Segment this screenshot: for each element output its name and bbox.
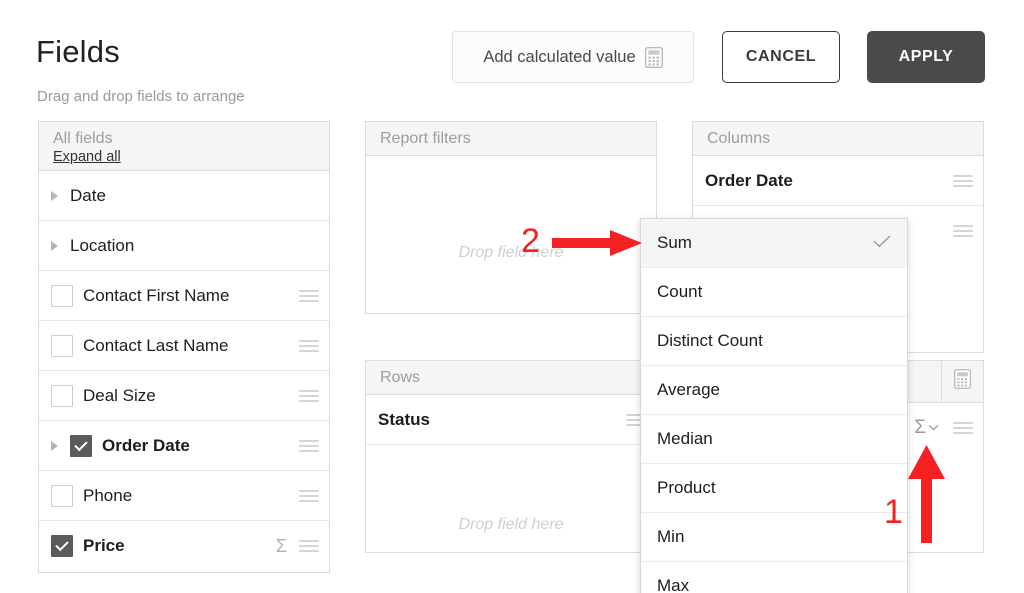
menu-item-product[interactable]: Product	[641, 464, 907, 513]
field-label: Order Date	[102, 435, 190, 455]
menu-item-label: Median	[657, 429, 713, 448]
drag-handle-icon[interactable]	[953, 172, 973, 190]
field-label: Contact Last Name	[83, 335, 229, 355]
annotation-number-1: 1	[884, 493, 903, 531]
sigma-icon: Σ	[914, 417, 926, 438]
drop-hint: Drop field here	[458, 516, 564, 533]
add-calculated-value-label: Add calculated value	[483, 47, 636, 66]
expand-all-link[interactable]: Expand all	[53, 149, 121, 165]
rows-dropzone[interactable]: Drop field here	[366, 445, 656, 546]
drag-handle-icon[interactable]	[299, 337, 319, 355]
field-checkbox[interactable]	[51, 384, 73, 407]
menu-item-count[interactable]: Count	[641, 268, 907, 317]
calculator-icon	[644, 46, 663, 68]
menu-item-median[interactable]: Median	[641, 415, 907, 464]
add-calculated-value-button[interactable]: Add calculated value	[452, 31, 694, 83]
drag-handle-icon[interactable]	[299, 437, 319, 455]
drag-handle-icon[interactable]	[953, 222, 973, 240]
all-fields-panel-header: All fields Expand all	[39, 122, 329, 171]
field-checkbox[interactable]	[51, 284, 73, 307]
field-row-contact-first-name[interactable]: Contact First Name	[39, 271, 329, 321]
drag-handle-icon[interactable]	[299, 387, 319, 405]
field-checkbox[interactable]	[70, 434, 92, 457]
menu-item-label: Product	[657, 478, 716, 497]
field-label: Date	[70, 185, 106, 205]
field-label: Deal Size	[83, 385, 156, 405]
drag-handle-icon[interactable]	[299, 537, 319, 555]
menu-item-label: Min	[657, 527, 685, 546]
drag-handle-icon[interactable]	[299, 487, 319, 505]
menu-item-label: Max	[657, 576, 690, 593]
chevron-down-icon	[928, 422, 939, 434]
field-label: Order Date	[705, 170, 793, 190]
report-filters-dropzone[interactable]: Drop field here	[366, 156, 656, 308]
report-filters-header: Report filters	[366, 122, 656, 156]
cancel-button-label: CANCEL	[745, 48, 817, 65]
annotation-arrow-up	[905, 443, 949, 548]
menu-item-label: Sum	[657, 233, 692, 252]
all-fields-title: All fields	[53, 130, 113, 147]
columns-row-order-date[interactable]: Order Date	[693, 156, 983, 206]
chevron-right-icon[interactable]	[51, 190, 58, 201]
add-calculated-value-icon-button[interactable]	[941, 361, 983, 402]
field-label: Price	[83, 536, 125, 555]
menu-item-average[interactable]: Average	[641, 366, 907, 415]
page-subtitle: Drag and drop fields to arrange	[37, 88, 245, 105]
field-label: Status	[378, 409, 430, 429]
menu-item-max[interactable]: Max	[641, 562, 907, 593]
field-row-phone[interactable]: Phone	[39, 471, 329, 521]
rows-header: Rows	[366, 361, 656, 395]
field-checkbox[interactable]	[51, 334, 73, 357]
all-fields-panel: All fields Expand all Date Location Cont…	[38, 121, 330, 573]
drag-handle-icon[interactable]	[299, 287, 319, 305]
columns-header: Columns	[693, 122, 983, 156]
field-row-location[interactable]: Location	[39, 221, 329, 271]
field-row-price[interactable]: Price Σ	[39, 521, 329, 571]
field-row-date[interactable]: Date	[39, 171, 329, 221]
cancel-button[interactable]: CANCEL	[722, 31, 840, 83]
field-checkbox[interactable]	[51, 484, 73, 507]
report-filters-panel[interactable]: Report filters Drop field here	[365, 121, 657, 314]
field-row-order-date[interactable]: Order Date	[39, 421, 329, 471]
page-title: Fields	[36, 34, 120, 69]
apply-button-label: APPLY	[898, 48, 954, 65]
values-row-price[interactable]: Σ	[693, 403, 983, 453]
calculator-icon	[953, 369, 972, 394]
apply-button[interactable]: APPLY	[867, 31, 985, 83]
menu-item-sum[interactable]: Sum	[641, 219, 907, 268]
chevron-right-icon[interactable]	[51, 240, 58, 251]
field-label: Location	[70, 235, 135, 255]
checkmark-icon	[873, 233, 891, 253]
aggregation-dropdown-menu[interactable]: Sum Count Distinct Count Average Median …	[640, 218, 908, 593]
annotation-number-2: 2	[521, 222, 540, 260]
drag-handle-icon[interactable]	[953, 419, 973, 437]
menu-item-distinct-count[interactable]: Distinct Count	[641, 317, 907, 366]
field-row-deal-size[interactable]: Deal Size	[39, 371, 329, 421]
field-row-contact-last-name[interactable]: Contact Last Name	[39, 321, 329, 371]
field-checkbox[interactable]	[51, 535, 73, 557]
columns-row-second[interactable]	[693, 206, 983, 256]
field-label: Contact First Name	[83, 285, 230, 305]
annotation-arrow-right	[552, 228, 644, 263]
aggregation-selector[interactable]: Σ	[914, 417, 939, 439]
drag-handle-icon[interactable]	[626, 411, 646, 429]
sigma-icon: Σ	[275, 535, 287, 556]
menu-item-label: Distinct Count	[657, 331, 763, 350]
field-label: Phone	[83, 485, 133, 505]
rows-row-status[interactable]: Status	[366, 395, 656, 445]
menu-item-min[interactable]: Min	[641, 513, 907, 562]
menu-item-label: Average	[657, 380, 721, 399]
chevron-right-icon[interactable]	[51, 440, 58, 451]
menu-item-label: Count	[657, 282, 703, 301]
rows-panel[interactable]: Rows Status Drop field here	[365, 360, 657, 553]
drop-hint: Drop field here	[458, 244, 564, 261]
